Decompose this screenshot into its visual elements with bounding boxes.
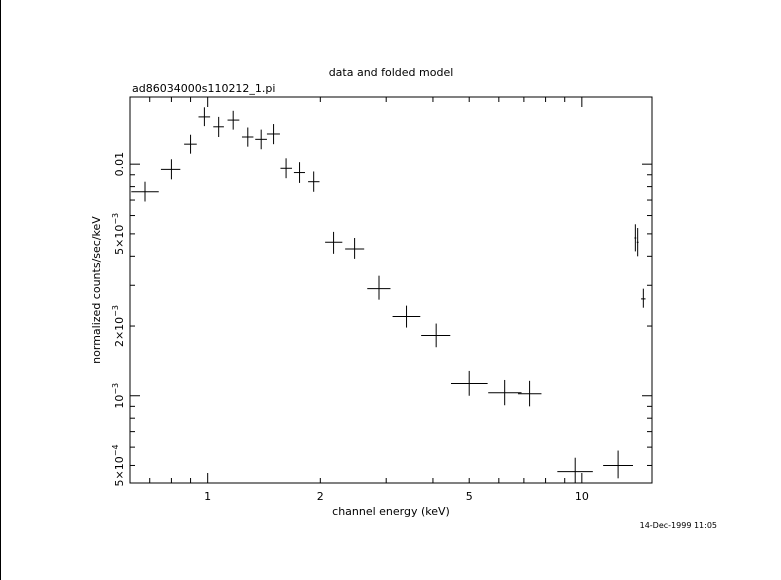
data-point <box>293 162 305 183</box>
data-point <box>634 224 637 252</box>
data-point <box>325 231 343 254</box>
data-point <box>308 171 320 192</box>
data-point <box>345 237 365 259</box>
data-point <box>488 379 522 406</box>
data-point <box>450 370 488 396</box>
timestamp: 14-Dec-1999 11:05 <box>640 521 717 530</box>
plot-frame <box>129 96 653 484</box>
y-tick-label: 0.01 <box>113 152 126 177</box>
x-tick-label: 10 <box>575 490 589 503</box>
data-point <box>255 129 267 150</box>
y-tick-label: 5×10−4 <box>111 444 126 486</box>
data-point <box>557 457 593 483</box>
x-axis: 1 2 5 10 <box>149 97 589 503</box>
data-point <box>421 323 451 348</box>
file-label: ad86034000s110212_1.pi <box>132 82 275 95</box>
data-point <box>241 127 254 147</box>
window-left-border <box>0 0 1 580</box>
data-point <box>517 380 542 407</box>
data-point <box>636 228 639 257</box>
data-point <box>266 124 280 145</box>
chart-title: data and folded model <box>329 66 454 79</box>
data-point <box>367 275 391 300</box>
data-point <box>184 134 197 154</box>
data-point <box>213 116 224 138</box>
y-tick-label: 5×10−3 <box>111 213 126 255</box>
x-tick-label: 5 <box>466 490 473 503</box>
data-point <box>227 110 240 130</box>
data-points <box>131 107 646 483</box>
data-point <box>641 288 646 308</box>
data-point <box>131 181 159 202</box>
data-point <box>603 450 633 479</box>
data-point <box>198 107 211 127</box>
y-tick-label: 2×10−3 <box>111 305 126 347</box>
data-point <box>280 158 292 179</box>
y-axis: 5×10−4 10−3 2×10−3 5×10−3 0.01 <box>111 152 652 486</box>
x-tick-label: 2 <box>317 490 324 503</box>
x-axis-label: channel energy (keV) <box>332 505 450 518</box>
y-tick-label: 10−3 <box>111 383 126 409</box>
data-point <box>160 159 181 180</box>
x-tick-label: 1 <box>204 490 211 503</box>
y-axis-label: normalized counts/sec/keV <box>90 216 103 364</box>
data-point <box>392 305 421 328</box>
